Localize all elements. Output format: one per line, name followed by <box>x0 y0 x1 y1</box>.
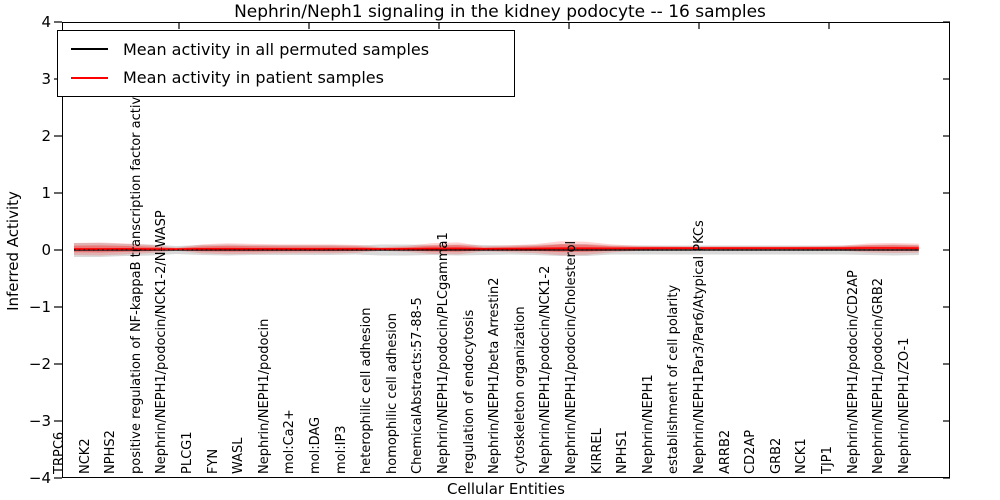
y-tick-label: −4 <box>28 469 51 487</box>
x-category-label: Nephrin/NEPH1/podocin/NCK1-2/N-WASP <box>154 210 170 474</box>
x-category-label: Nephrin/NEPH1/podocin/NCK1-2 <box>538 265 554 474</box>
x-category-label: Nephrin/NEPH1/podocin <box>256 318 272 474</box>
x-category-label: mol:DAG <box>308 416 323 474</box>
x-category-label: homophilic cell adhesion <box>384 313 400 474</box>
x-category-label: CD2AP <box>743 429 759 474</box>
x-category-label: TJP1 <box>820 446 835 474</box>
x-category-label: NCK2 <box>77 438 93 474</box>
y-tick-label: 3 <box>41 70 51 88</box>
x-category-label: Nephrin/NEPH1/podocin/Cholesterol <box>564 240 579 474</box>
x-category-label: heterophilic cell adhesion <box>359 307 375 475</box>
chart-title: Nephrin/Neph1 signaling in the kidney po… <box>234 2 766 22</box>
x-category-label: WASL <box>231 437 247 474</box>
x-category-label: NCK1 <box>794 438 810 474</box>
y-tick-label: 1 <box>41 184 51 202</box>
y-tick-label: 4 <box>41 13 51 31</box>
legend-item-label: Mean activity in patient samples <box>123 68 384 88</box>
legend-item-label: Mean activity in all permuted samples <box>123 39 430 59</box>
x-category-label: mol:IP3 <box>333 425 349 474</box>
legend-line-swatch <box>71 76 108 79</box>
x-category-label: positive regulation of NF-kappaB transcr… <box>128 80 144 474</box>
x-axis-label: Cellular Entities <box>447 480 565 498</box>
x-category-label: KIRREL <box>589 428 605 474</box>
x-category-label: ARRB2 <box>717 429 733 474</box>
x-category-label: ChemicalAbstracts:57-88-5 <box>410 297 426 474</box>
y-tick-label: 0 <box>41 241 51 259</box>
legend-line-swatch <box>71 48 108 51</box>
x-category-label: establishment of cell polarity <box>666 284 682 474</box>
x-category-label: Nephrin/NEPH1/podocin/PLCgamma1 <box>436 232 451 474</box>
series-line <box>74 247 919 251</box>
x-category-label: NPHS1 <box>615 430 631 474</box>
x-category-label: GRB2 <box>768 437 784 474</box>
x-category-label: TRPC6 <box>52 431 67 474</box>
x-category-label: regulation of endocytosis <box>461 309 477 474</box>
legend: Mean activity in all permuted samples Mea… <box>57 30 515 97</box>
x-category-label: Nephrin/NEPH1/podocin/GRB2 <box>871 277 887 474</box>
x-category-label: Nephrin/NEPH1/podocin/CD2AP <box>845 270 861 474</box>
x-category-label: cytoskeleton organization <box>512 306 528 474</box>
y-tick-label: −2 <box>28 355 51 373</box>
x-category-label: Nephrin/NEPH1Par3/Par6/Atypical PKCs <box>692 220 707 474</box>
x-category-label: FYN <box>205 448 221 474</box>
x-category-label: PLCG1 <box>180 431 195 474</box>
legend-item: Mean activity in all permuted samples <box>58 36 514 62</box>
y-tick-label: 2 <box>41 127 51 145</box>
legend-item: Mean activity in patient samples <box>58 65 514 91</box>
x-category-label: mol:Ca2+ <box>282 409 298 474</box>
x-category-label: Nephrin/NEPH1/ZO-1 <box>896 337 912 474</box>
y-tick-label: −1 <box>28 298 51 316</box>
x-category-label: Nephrin/NEPH1/beta Arrestin2 <box>487 277 503 475</box>
x-category-label: Nephrin/NEPH1 <box>640 374 656 474</box>
y-tick-label: −3 <box>28 412 51 430</box>
x-category-label: NPHS2 <box>103 430 119 474</box>
